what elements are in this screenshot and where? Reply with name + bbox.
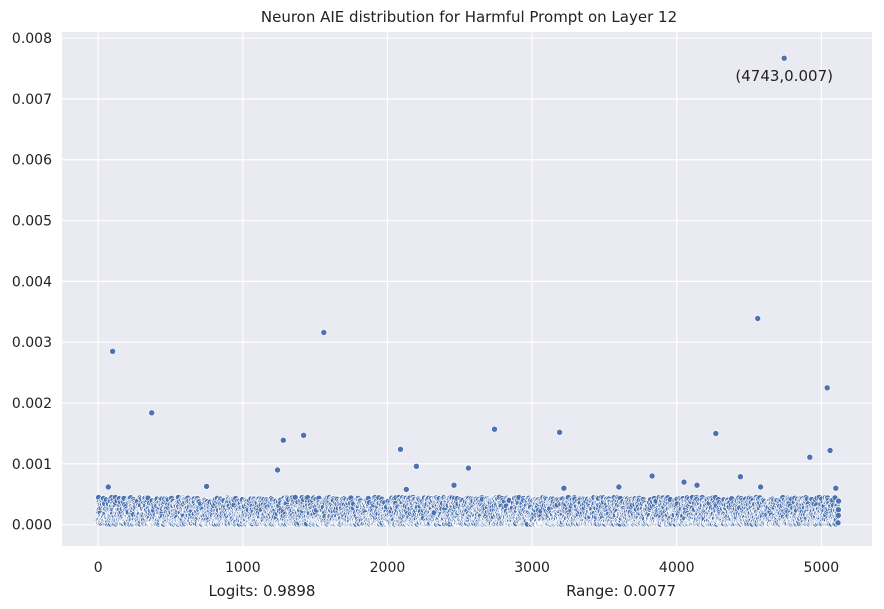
data-points xyxy=(94,54,842,528)
grid xyxy=(62,32,872,546)
plot-area xyxy=(62,32,872,546)
